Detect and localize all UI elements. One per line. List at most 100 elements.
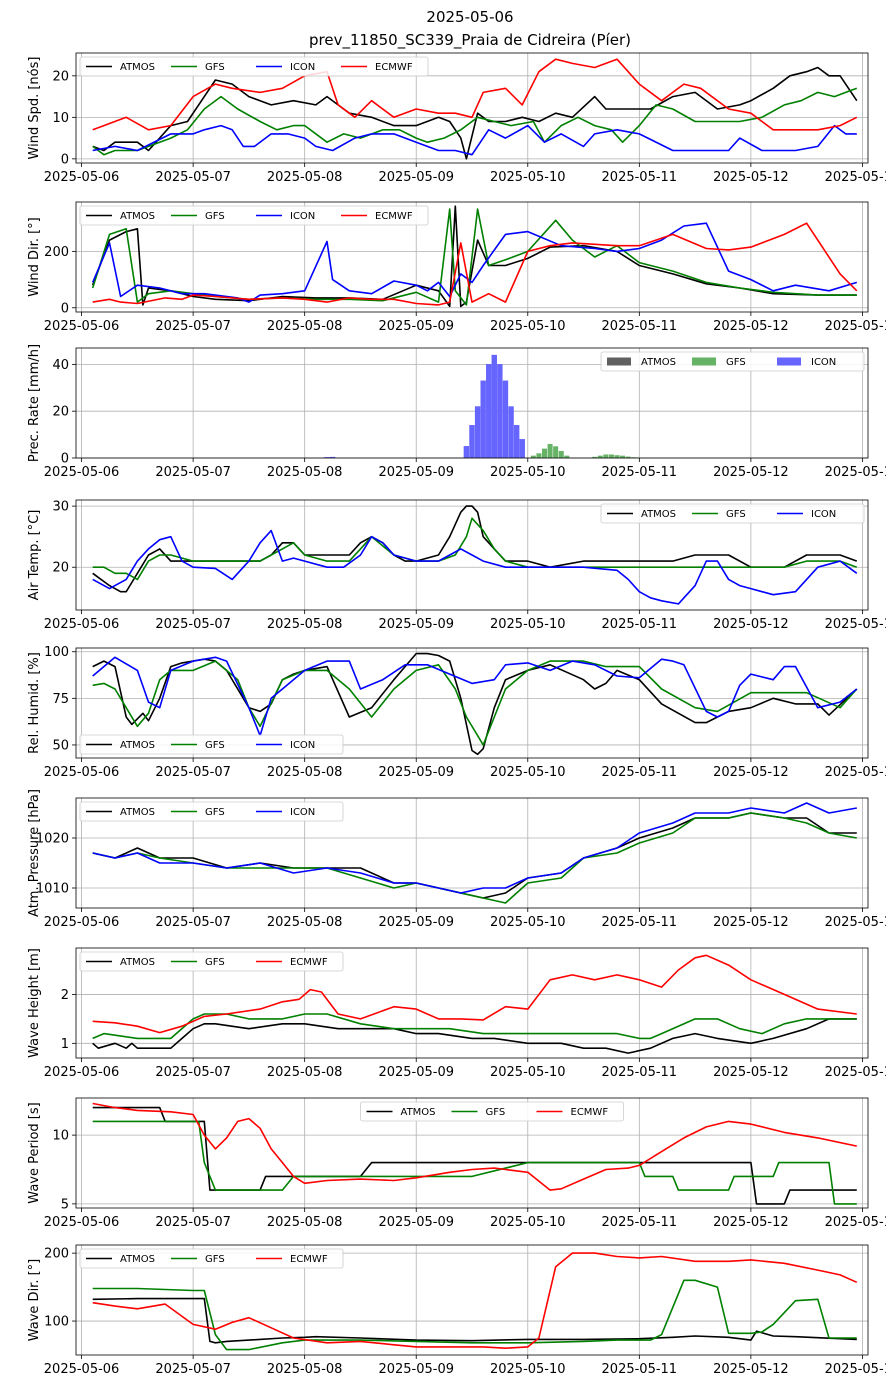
x-tick-label: 2025-05-09 — [378, 915, 454, 930]
x-tick-label: 2025-05-07 — [155, 170, 231, 185]
x-tick-label: 2025-05-09 — [378, 765, 454, 780]
legend: ATMOS GFS ICON — [79, 801, 344, 822]
panels: 2025-05-06 2025-05-07 2025-05-08 2025-05-09… — [27, 52, 886, 1377]
legend-label-icon: ICON — [290, 62, 315, 73]
y-tick-label: 10 — [52, 111, 69, 126]
legend: ATMOS GFS ICON ECMWF — [79, 56, 429, 77]
y-tick-label: 100 — [44, 645, 69, 660]
panel-3: 2025-05-06 2025-05-07 2025-05-08 2025-05-09… — [27, 499, 886, 632]
series-line-atmos — [92, 1297, 857, 1344]
x-tick-label: 2025-05-08 — [267, 465, 343, 480]
legend-label-atmos: ATMOS — [120, 807, 155, 818]
x-tick-label: 2025-05-09 — [378, 1215, 454, 1230]
figure-title-date: 2025-05-06 — [426, 8, 513, 26]
x-tick-label: 2025-05-11 — [602, 1362, 678, 1377]
axes-frame — [75, 647, 869, 759]
legend-swatch-gfs — [692, 357, 716, 366]
legend: ATMOS GFS ICON — [79, 734, 344, 755]
x-tick-label: 2025-05-07 — [155, 465, 231, 480]
x-tick-label: 2025-05-12 — [713, 765, 789, 780]
x-tick-label: 2025-05-09 — [378, 465, 454, 480]
legend-label-atmos: ATMOS — [120, 957, 155, 968]
legend: ATMOS GFS ICON — [600, 351, 865, 372]
bar-gfs — [530, 455, 536, 458]
x-tick-label: 2025-05-11 — [602, 170, 678, 185]
y-tick-label: 5 — [61, 1197, 69, 1212]
x-tick-label: 2025-05-08 — [267, 319, 343, 334]
plot-data — [92, 58, 858, 160]
x-tick-label: 2025-05-08 — [267, 617, 343, 632]
x-tick-label: 2025-05-06 — [44, 1362, 120, 1377]
legend-label-atmos: ATMOS — [641, 509, 676, 520]
y-axis-label: Wind Spd. [nós] — [27, 57, 42, 160]
y-tick-label: 20 — [52, 69, 69, 84]
y-axis-label: Air Temp. [°C] — [27, 510, 42, 601]
x-tick-label: 2025-05-07 — [155, 319, 231, 334]
y-axis-label: Atm. Pressure [hPa] — [27, 789, 42, 917]
series-line-icon — [92, 802, 857, 894]
y-axis-label: Prec. Rate [mm/h] — [27, 344, 42, 462]
x-tick-label: 2025-05-08 — [267, 915, 343, 930]
legend-label-icon: ICON — [290, 740, 315, 751]
x-tick-label: 2025-05-12 — [713, 170, 789, 185]
x-tick-label: 2025-05-12 — [713, 915, 789, 930]
y-tick-label: 1020 — [36, 832, 69, 847]
x-tick-label: 2025-05-07 — [155, 1065, 231, 1080]
series-line-gfs — [92, 517, 858, 581]
legend-label-gfs: GFS — [205, 211, 225, 222]
bar-gfs — [608, 454, 614, 458]
x-tick-label: 2025-05-12 — [713, 1065, 789, 1080]
series-line-icon — [91, 222, 858, 303]
y-tick-label: 0 — [61, 452, 69, 467]
legend-box — [79, 951, 344, 972]
y-tick-label: 2 — [61, 988, 69, 1003]
y-tick-label: 0 — [61, 301, 69, 316]
x-tick-label: 2025-05-13 — [825, 465, 886, 480]
legend-label-gfs: GFS — [205, 957, 225, 968]
legend: ATMOS GFS ECMWF — [79, 951, 344, 972]
bar-gfs — [547, 443, 553, 458]
axes-frame — [75, 201, 869, 313]
series-line-gfs — [92, 1120, 857, 1205]
legend-label-gfs: GFS — [205, 62, 225, 73]
x-tick-label: 2025-05-11 — [602, 319, 678, 334]
x-tick-label: 2025-05-10 — [490, 617, 566, 632]
y-tick-label: 75 — [52, 692, 69, 707]
axes-frame — [75, 797, 869, 909]
y-axis-label: Wave Height [m] — [27, 948, 42, 1058]
panel-0: 2025-05-06 2025-05-07 2025-05-08 2025-05-09… — [27, 52, 886, 185]
bar-icon — [502, 380, 509, 458]
y-tick-label: 100 — [44, 1315, 69, 1330]
x-tick-label: 2025-05-12 — [713, 319, 789, 334]
x-tick-label: 2025-05-09 — [378, 170, 454, 185]
bar-icon — [513, 425, 520, 458]
series-line-gfs — [91, 208, 857, 306]
bar-icon — [486, 364, 492, 458]
legend: ATMOS GFS ICON ECMWF — [79, 205, 429, 226]
plot-data — [91, 205, 858, 308]
legend-label-atmos: ATMOS — [401, 1107, 436, 1118]
x-tick-label: 2025-05-13 — [825, 319, 886, 334]
x-tick-label: 2025-05-13 — [825, 170, 886, 185]
x-tick-label: 2025-05-10 — [490, 1215, 566, 1230]
legend-label-ecmwf: ECMWF — [290, 957, 328, 968]
series-line-ecmwf — [92, 954, 857, 1034]
legend-box — [79, 801, 344, 822]
x-tick-label: 2025-05-10 — [490, 170, 566, 185]
axes-frame — [75, 52, 869, 164]
series-line-atmos — [92, 66, 858, 160]
legend-label-atmos: ATMOS — [641, 357, 676, 368]
x-tick-label: 2025-05-06 — [44, 319, 120, 334]
plot-data — [92, 505, 858, 605]
x-tick-label: 2025-05-06 — [44, 617, 120, 632]
x-tick-label: 2025-05-11 — [602, 915, 678, 930]
panel-4: 2025-05-06 2025-05-07 2025-05-08 2025-05-09… — [27, 645, 886, 780]
y-tick-label: 30 — [52, 500, 69, 515]
x-tick-label: 2025-05-12 — [713, 1215, 789, 1230]
legend-label-icon: ICON — [811, 509, 836, 520]
plot-data — [92, 652, 858, 756]
bar-icon — [519, 439, 525, 458]
bar-gfs — [553, 446, 559, 458]
series-line-atmos — [92, 652, 858, 756]
legend-label-icon: ICON — [811, 357, 836, 368]
